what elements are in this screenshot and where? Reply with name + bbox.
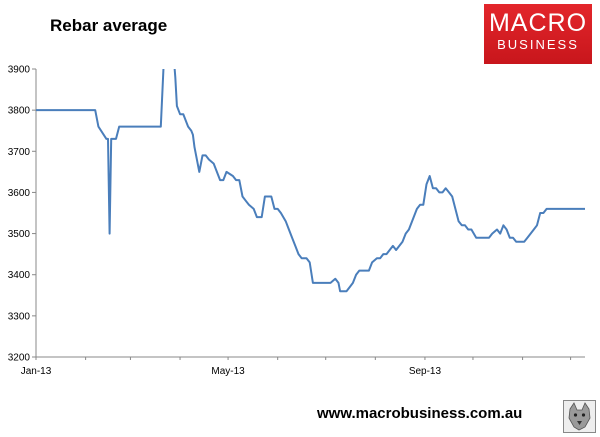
footer-website-url: www.macrobusiness.com.au (317, 405, 523, 422)
x-tick-label: May-13 (211, 366, 245, 377)
y-tick-label: 3800 (8, 106, 31, 117)
plot-area (35, 69, 585, 358)
x-tick-label: Sep-13 (409, 366, 442, 377)
logo-line-business: BUSINESS (497, 37, 579, 52)
y-tick-label: 3400 (8, 270, 31, 281)
chart-title: Rebar average (50, 16, 168, 35)
logo-line-macro: MACRO (488, 9, 588, 37)
wolf-badge-icon (563, 400, 596, 433)
y-tick-label: 3500 (8, 229, 31, 240)
y-tick-label: 3200 (8, 353, 31, 364)
x-tick-label: Jan-13 (21, 366, 52, 377)
y-tick-label: 3900 (8, 65, 31, 76)
series-layer (36, 69, 585, 293)
y-tick-label: 3600 (8, 188, 31, 199)
x-axis: Jan-13 May-13 Sep-13 (21, 357, 572, 377)
rebar-series-line (36, 69, 585, 293)
y-axis: 3200 3300 3400 3500 3600 3700 3800 3900 (8, 65, 36, 364)
y-tick-label: 3700 (8, 147, 31, 158)
y-tick-label: 3300 (8, 311, 31, 322)
macrobusiness-logo: MACRO BUSINESS (484, 4, 592, 64)
